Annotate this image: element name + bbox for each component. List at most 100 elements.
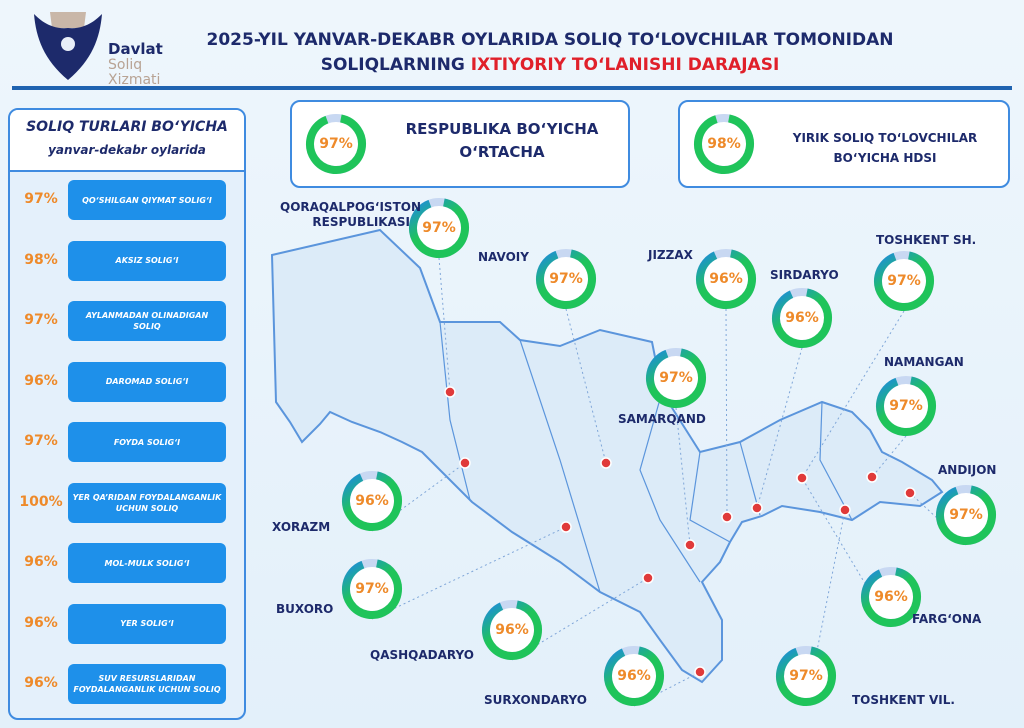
region-borders [439,321,853,593]
region-donut: 96% [480,598,544,662]
leader-line [633,671,701,707]
region-name: QASHQADARYO [370,648,474,662]
progress-ring [604,646,664,706]
region-value: 97% [949,507,983,523]
region-marker [694,666,706,678]
tax-percent: 96% [24,554,58,570]
tax-percent: 100% [19,493,63,510]
tax-type-label: SUV RESURSLARIDAN FOYDALANGANLIK UCHUN S… [68,664,226,704]
summary-donut: 98% [692,112,756,176]
tax-type-row: 96% YER SOLIG‘I [10,603,244,644]
progress-ring [342,559,402,619]
region-donut: 97% [407,196,471,260]
page-title: 2025-YIL YANVAR-DEKABR OYLARIDA SOLIQ TO… [200,28,900,78]
region-donut: 97% [534,247,598,311]
title-line-1: 2025-YIL YANVAR-DEKABR OYLARIDA SOLIQ TO… [206,30,894,50]
region-name: XORAZM [272,520,331,534]
region-donut: 96% [859,565,923,629]
region-marker [839,504,851,516]
region-name: TOSHKENT VIL. [852,693,955,707]
region-value: 97% [422,220,456,236]
progress-ring [874,251,934,311]
region-marker [904,487,916,499]
summary-label: RESPUBLIKA BO‘YICHA O‘RTACHA [405,120,599,161]
logo-text-soliq: Soliq [108,57,143,73]
region-value: 97% [355,581,389,597]
leader-line [805,509,846,707]
region-donut: 97% [774,644,838,708]
region-donut: 97% [874,374,938,438]
progress-ring [646,348,706,408]
tax-percent: 96% [24,675,58,691]
progress-ring [876,376,936,436]
region-value: 96% [495,622,529,638]
region-donut: 97% [644,346,708,410]
republic-average-card: 97% RESPUBLIKA BO‘YICHA O‘RTACHA [290,100,630,188]
summary-label: YIRIK SOLIQ TO‘LOVCHILAR BO‘YICHA HDSI [792,131,978,165]
region-donut: 96% [770,286,834,350]
region-marker [796,472,808,484]
progress-ring [772,288,832,348]
region-donut: 97% [934,483,998,547]
leader-line [565,308,607,464]
region-marker [560,521,572,533]
tax-type-row: 96% DAROMAD SOLIG‘I [10,361,244,402]
leader-line [801,477,892,628]
region-value: 96% [617,668,651,684]
region-value: 96% [874,589,908,605]
tax-type-row: 97% FOYDA SOLIG‘I [10,422,244,462]
summary-value: 97% [319,136,353,152]
region-name: QORAQALPOG‘ISTON RESPUBLIKASI [280,200,422,229]
progress-ring [306,114,366,174]
title-line-2-plain: SOLIQLARNING [320,55,471,75]
region-name: TOSHKENT SH. [876,233,977,247]
region-donut: 96% [602,644,666,708]
region-name: SAMARQAND [618,412,706,426]
region-marker [721,511,733,523]
region-name: FARG‘ONA [912,612,982,626]
region-value: 97% [549,271,583,287]
tax-type-row: 97% QO‘SHILGAN QIYMAT SOLIG‘I [10,180,244,220]
region-value: 96% [355,493,389,509]
progress-ring [409,198,469,258]
region-name: ANDIJON [938,463,997,477]
region-marker [444,386,456,398]
logo-text-davlat: Davlat [108,40,163,58]
title-highlight: IXTIYORIY TO‘LANISHI DARAJASI [470,55,780,75]
tax-type-label: YER SOLIG‘I [68,603,226,644]
region-name: NAVOIY [478,250,529,264]
tax-percent: 97% [24,433,58,449]
tax-percent: 96% [24,372,58,389]
logo-text-xizmati: Xizmati [108,72,161,88]
leader-line [871,435,907,478]
progress-ring [482,600,542,660]
tax-type-label: DAROMAD SOLIG‘I [68,361,226,402]
region-name: BUXORO [276,602,334,616]
tax-panel-heading: SOLIQ TURLARI BO‘YICHA [26,119,228,135]
eagle-emblem-icon [34,12,102,80]
tax-type-label: QO‘SHILGAN QIYMAT SOLIG‘I [68,180,226,220]
region-value: 97% [659,370,693,386]
progress-ring [694,114,754,174]
tax-percent: 97% [24,312,58,328]
region-marker [684,539,696,551]
tax-type-label: AYLANMADAN OLINADIGAN SOLIQ [68,301,226,341]
region-name: NAMANGAN [884,355,964,369]
region-marker [642,572,654,584]
progress-ring [536,249,596,309]
progress-ring [342,471,402,531]
tax-type-row: 96% SUV RESURSLARIDAN FOYDALANGANLIK UCHU… [10,664,244,704]
region-marker [459,457,471,469]
region-name: SURXONDARYO [484,693,587,707]
tax-panel-subheading: yanvar-dekabr oylarida [48,143,206,157]
summary-value: 98% [707,136,741,152]
header-divider [12,86,1012,90]
tax-type-label: MOL-MULK SOLIG‘I [68,543,226,583]
region-name: SIRDARYO [770,268,839,282]
tax-percent: 96% [24,614,58,631]
tax-type-label: YER QA’RIDAN FOYDALANGANLIK UCHUN SOLIQ [68,482,226,523]
logo: Davlat Soliq Xizmati [30,8,180,88]
progress-ring [861,567,921,627]
tax-types-panel-header: SOLIQ TURLARI BO‘YICHA yanvar-dekabr oyl… [10,110,244,172]
region-value: 97% [889,398,923,414]
